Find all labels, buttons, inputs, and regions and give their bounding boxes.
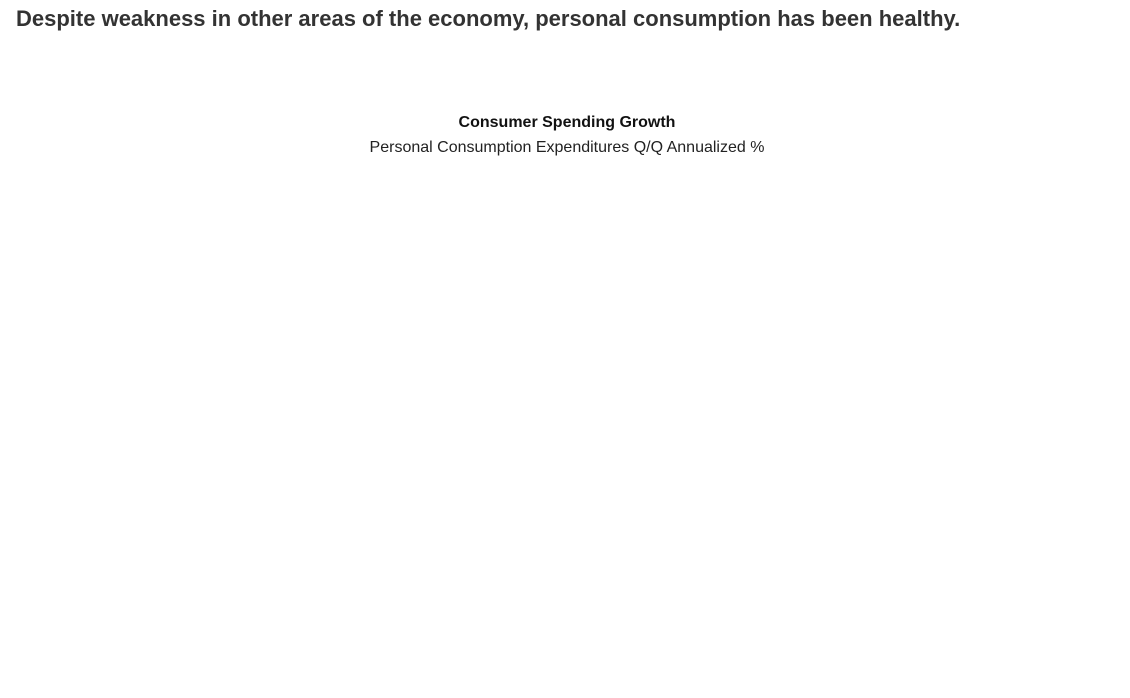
chart-subtitle: Personal Consumption Expenditures Q/Q An… (370, 139, 765, 156)
chart-title: Consumer Spending Growth (459, 114, 676, 131)
headline: Despite weakness in other areas of the e… (16, 6, 960, 31)
